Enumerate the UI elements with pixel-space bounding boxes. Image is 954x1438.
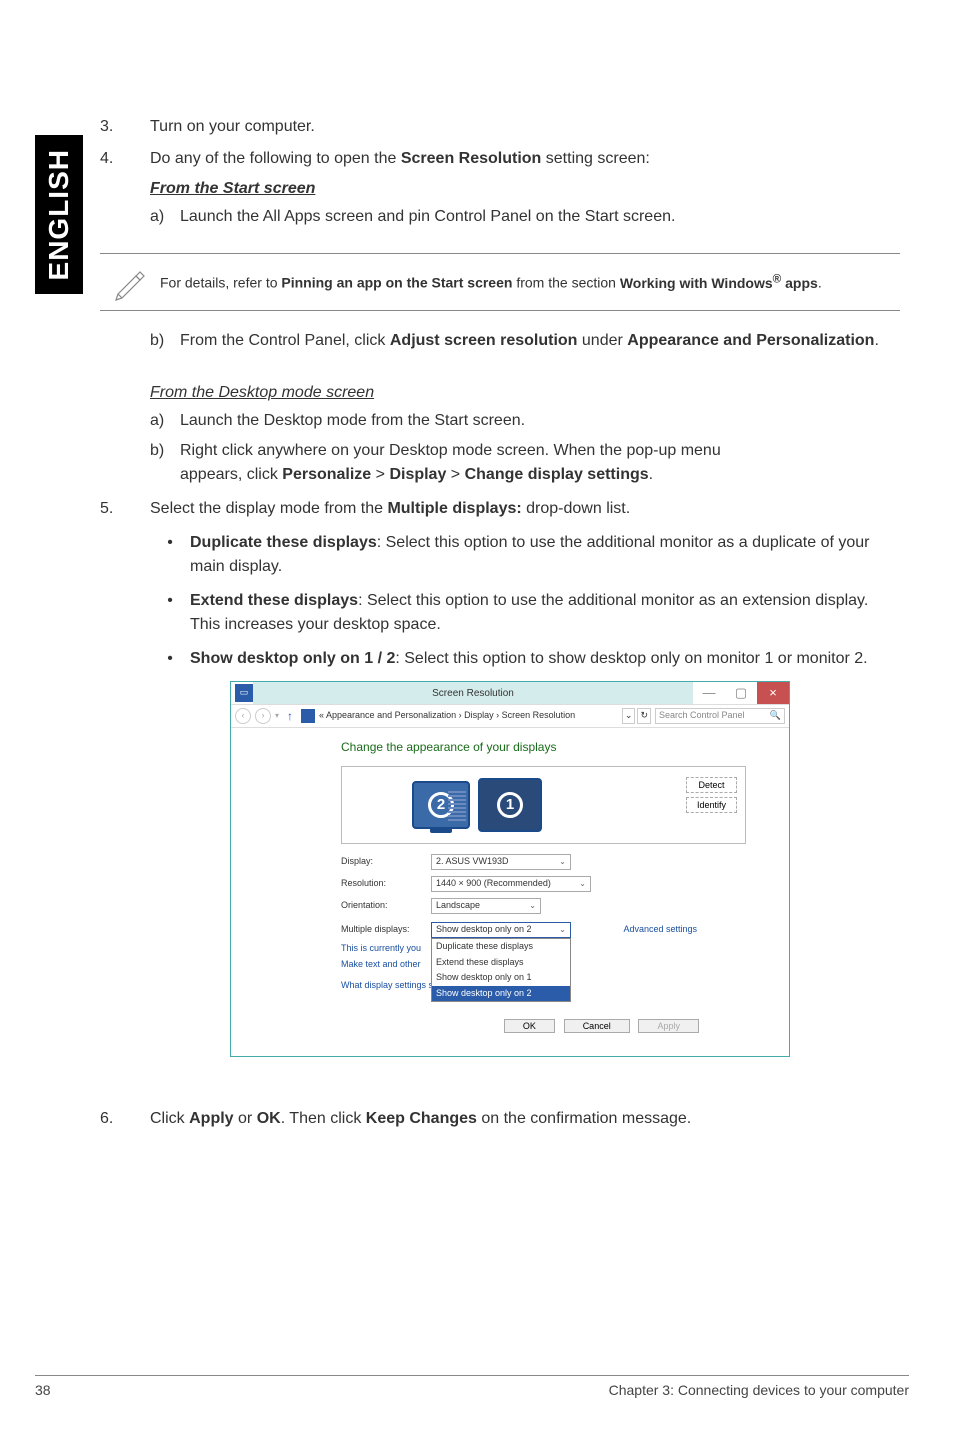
window-body: Change the appearance of your displays 2… — [231, 728, 789, 1056]
substep-b: b) From the Control Panel, click Adjust … — [150, 329, 900, 353]
monitor-1[interactable]: 1 — [478, 778, 542, 832]
display-label: Display: — [341, 855, 431, 869]
substep-letter: a) — [150, 205, 180, 229]
bullet-item: • Show desktop only on 1 / 2: Select thi… — [150, 647, 900, 671]
cancel-button[interactable]: Cancel — [564, 1019, 630, 1033]
substep-da: a) Launch the Desktop mode from the Star… — [150, 409, 900, 433]
monitor-2[interactable]: 2 — [412, 781, 470, 829]
section-title: From the Start screen — [150, 180, 315, 197]
window-icon: ▭ — [235, 684, 253, 702]
substep-letter: b) — [150, 329, 180, 353]
maximize-button[interactable]: ▢ — [725, 682, 757, 704]
monitor-label: 1 — [497, 792, 523, 818]
search-icon: 🔍 — [770, 709, 781, 723]
dropdown-option[interactable]: Duplicate these displays — [432, 939, 570, 955]
step-4: 4. Do any of the following to open the S… — [100, 147, 900, 235]
language-tab: ENGLISH — [35, 135, 83, 294]
chapter-title: Chapter 3: Connecting devices to your co… — [609, 1382, 909, 1398]
bullet-item: • Duplicate these displays: Select this … — [150, 531, 900, 579]
display-select[interactable]: 2. ASUS VW193D⌄ — [431, 854, 571, 870]
substep-text: Launch the All Apps screen and pin Contr… — [180, 205, 900, 229]
up-button[interactable]: ↑ — [283, 707, 297, 725]
step-text: Click Apply or OK. Then click Keep Chang… — [150, 1107, 900, 1131]
substep-letter: b) — [150, 439, 180, 487]
orientation-label: Orientation: — [341, 899, 431, 913]
history-chevron-icon[interactable]: ▾ — [275, 710, 279, 722]
pencil-icon — [100, 262, 160, 302]
apply-button[interactable]: Apply — [638, 1019, 699, 1033]
bullet-dot: • — [150, 647, 190, 671]
refresh-button[interactable]: ↻ — [637, 708, 651, 724]
substep-db: b) Right click anywhere on your Desktop … — [150, 439, 900, 487]
step-number: 4. — [100, 147, 150, 235]
substep-letter: a) — [150, 409, 180, 433]
resolution-label: Resolution: — [341, 877, 431, 891]
chevron-down-icon: ⌄ — [559, 856, 566, 868]
multiple-displays-select[interactable]: Show desktop only on 2⌄ — [431, 922, 571, 938]
step-text: Turn on your computer. — [150, 115, 900, 139]
multiple-displays-label: Multiple displays: — [341, 923, 431, 937]
control-panel-icon — [301, 709, 315, 723]
page-content: 3. Turn on your computer. 4. Do any of t… — [100, 115, 900, 1139]
chevron-down-icon: ⌄ — [559, 924, 566, 936]
dropdown-option[interactable]: Extend these displays — [432, 955, 570, 971]
step-body: Select the display mode from the Multipl… — [150, 497, 900, 1057]
step-5: 5. Select the display mode from the Mult… — [100, 497, 900, 1057]
page-footer: 38 Chapter 3: Connecting devices to your… — [35, 1375, 909, 1398]
step-3: 3. Turn on your computer. — [100, 115, 900, 139]
chevron-down-icon: ⌄ — [579, 878, 586, 890]
substep-text: Right click anywhere on your Desktop mod… — [180, 439, 900, 487]
section-title: From the Desktop mode screen — [150, 384, 374, 401]
address-bar: ‹ › ▾ ↑ « Appearance and Personalization… — [231, 704, 789, 728]
titlebar: ▭ Screen Resolution — ▢ × — [231, 682, 789, 704]
ok-button[interactable]: OK — [504, 1019, 555, 1033]
step-number: 5. — [100, 497, 150, 1057]
button-row: OK Cancel Apply — [341, 1019, 749, 1034]
forward-button[interactable]: › — [255, 708, 271, 724]
advanced-settings-link[interactable]: Advanced settings — [623, 923, 697, 937]
bullet-text: Extend these displays: Select this optio… — [190, 589, 900, 637]
dropdown-option[interactable]: Show desktop only on 2 — [432, 986, 570, 1002]
note-text: For details, refer to Pinning an app on … — [160, 270, 900, 294]
bullet-text: Show desktop only on 1 / 2: Select this … — [190, 647, 900, 671]
substep-a: a) Launch the All Apps screen and pin Co… — [150, 205, 900, 229]
bullet-dot: • — [150, 589, 190, 637]
detect-button[interactable]: Detect — [686, 777, 737, 793]
substep-text: Launch the Desktop mode from the Start s… — [180, 409, 900, 433]
step-number: 3. — [100, 115, 150, 139]
note-box: For details, refer to Pinning an app on … — [100, 253, 900, 311]
close-button[interactable]: × — [757, 682, 789, 704]
resolution-row: Resolution: 1440 × 900 (Recommended)⌄ — [341, 876, 749, 892]
monitor-preview: 2 1 Detect Identify — [341, 766, 746, 844]
substep-text: From the Control Panel, click Adjust scr… — [180, 329, 900, 353]
multiple-displays-dropdown: Duplicate these displays Extend these di… — [431, 938, 571, 1002]
breadcrumb[interactable]: « Appearance and Personalization › Displ… — [319, 709, 618, 723]
screen-resolution-window: ▭ Screen Resolution — ▢ × ‹ › ▾ ↑ « Appe… — [230, 681, 790, 1057]
step-6: 6. Click Apply or OK. Then click Keep Ch… — [100, 1107, 900, 1131]
bullet-dot: • — [150, 531, 190, 579]
bullet-item: • Extend these displays: Select this opt… — [150, 589, 900, 637]
text-fragment: Make text and other — [341, 958, 421, 972]
display-row: Display: 2. ASUS VW193D⌄ — [341, 854, 749, 870]
step-number: 6. — [100, 1107, 150, 1131]
heading-link: Change the appearance of your displays — [341, 738, 749, 756]
minimize-button[interactable]: — — [693, 682, 725, 704]
identify-button[interactable]: Identify — [686, 797, 737, 813]
step-body: Do any of the following to open the Scre… — [150, 147, 900, 235]
dropdown-option[interactable]: Show desktop only on 1 — [432, 970, 570, 986]
chevron-down-icon: ⌄ — [529, 900, 536, 912]
search-input[interactable]: Search Control Panel🔍 — [655, 708, 785, 724]
multiple-displays-row: Multiple displays: Show desktop only on … — [341, 922, 749, 938]
orientation-row: Orientation: Landscape⌄ — [341, 898, 749, 914]
titlebar-buttons: — ▢ × — [693, 682, 789, 704]
window-title: Screen Resolution — [253, 682, 693, 704]
bullet-text: Duplicate these displays: Select this op… — [190, 531, 900, 579]
page-number: 38 — [35, 1382, 51, 1398]
resolution-select[interactable]: 1440 × 900 (Recommended)⌄ — [431, 876, 591, 892]
back-button[interactable]: ‹ — [235, 708, 251, 724]
orientation-select[interactable]: Landscape⌄ — [431, 898, 541, 914]
text-fragment: This is currently you — [341, 942, 421, 956]
breadcrumb-chevron-icon[interactable]: ⌄ — [622, 708, 636, 724]
